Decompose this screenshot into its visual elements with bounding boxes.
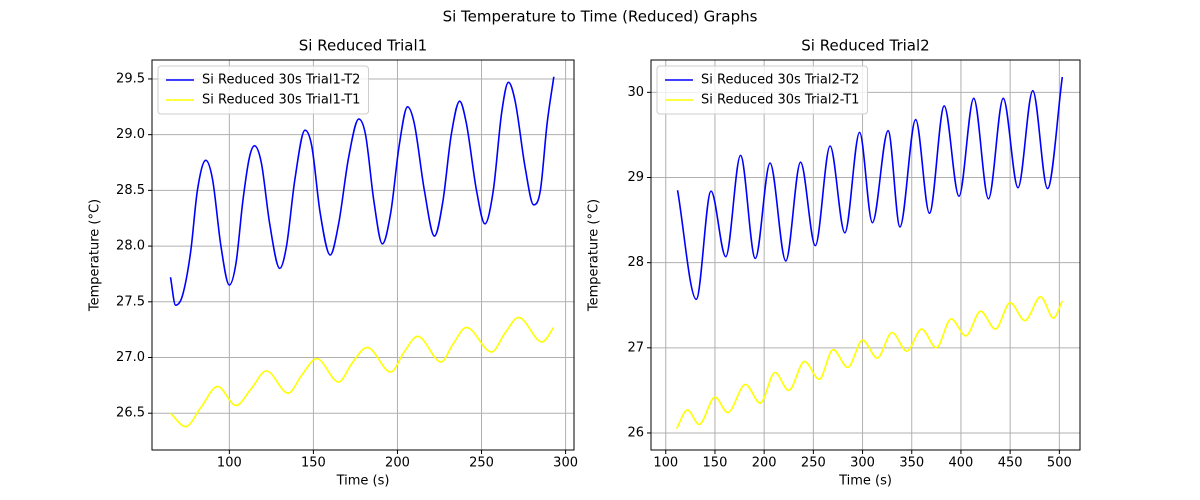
legend-label: Si Reduced 30s Trial2-T1: [701, 93, 859, 108]
x-tick-label: 100: [653, 456, 678, 471]
x-tick-label: 400: [949, 456, 974, 471]
x-tick-label: 200: [752, 456, 777, 471]
axes: Si Reduced Trial2 100 150 200 250 300 350 400 45…: [587, 37, 1081, 489]
axes-title: Si Reduced Trial2: [801, 37, 929, 55]
y-tick-label: 28: [627, 255, 644, 270]
axes-frame: [650, 59, 1081, 451]
legend-label: Si Reduced 30s Trial1-T1: [202, 93, 360, 108]
y-tick-label: 27.0: [116, 350, 145, 365]
y-axis-label: Temperature (°C): [88, 199, 103, 312]
axes-title: Si Reduced Trial1: [299, 37, 427, 55]
y-tick-label: 29: [627, 170, 644, 185]
x-tick-label: 300: [850, 456, 875, 471]
y-tick-label: 29.5: [116, 71, 145, 86]
legend: Si Reduced 30s Trial2-T2 Si Reduced 30s T…: [656, 65, 868, 115]
y-tick-label: 27.5: [116, 294, 145, 309]
x-axis-label: Time (s): [336, 474, 390, 489]
y-tick-label: 28.0: [116, 239, 145, 254]
y-tick-label: 30: [627, 85, 644, 100]
x-tick-label: 500: [1047, 456, 1072, 471]
series-line: [169, 316, 555, 428]
legend: Si Reduced 30s Trial1-T2 Si Reduced 30s T…: [157, 65, 369, 115]
x-tick-label: 200: [385, 456, 410, 471]
series-line: [675, 295, 1064, 430]
legend-label: Si Reduced 30s Trial1-T2: [202, 73, 360, 88]
x-tick-label: 250: [801, 456, 826, 471]
y-tick-label: 27: [627, 340, 644, 355]
x-tick-label: 300: [553, 456, 578, 471]
figure-title: Si Temperature to Time (Reduced) Graphs: [443, 8, 758, 26]
axes: Si Reduced Trial1 100 150 200 250 300 26.5 27.0…: [88, 37, 579, 489]
x-tick-label: 150: [301, 456, 326, 471]
legend-label: Si Reduced 30s Trial2-T2: [701, 73, 859, 88]
x-tick-label: 350: [899, 456, 924, 471]
legend-frame: [656, 65, 868, 115]
y-tick-label: 26: [627, 425, 644, 440]
series-line: [676, 76, 1064, 301]
y-tick-label: 28.5: [116, 183, 145, 198]
legend-frame: [157, 65, 369, 115]
x-tick-label: 450: [998, 456, 1023, 471]
y-tick-label: 26.5: [116, 406, 145, 421]
x-tick-label: 250: [469, 456, 494, 471]
axes-frame: [151, 59, 575, 451]
y-tick-label: 29.0: [116, 127, 145, 142]
x-tick-label: 100: [217, 456, 242, 471]
series-line: [169, 76, 555, 306]
x-axis-label: Time (s): [838, 474, 892, 489]
x-tick-label: 150: [703, 456, 728, 471]
y-axis-label: Temperature (°C): [587, 199, 602, 312]
